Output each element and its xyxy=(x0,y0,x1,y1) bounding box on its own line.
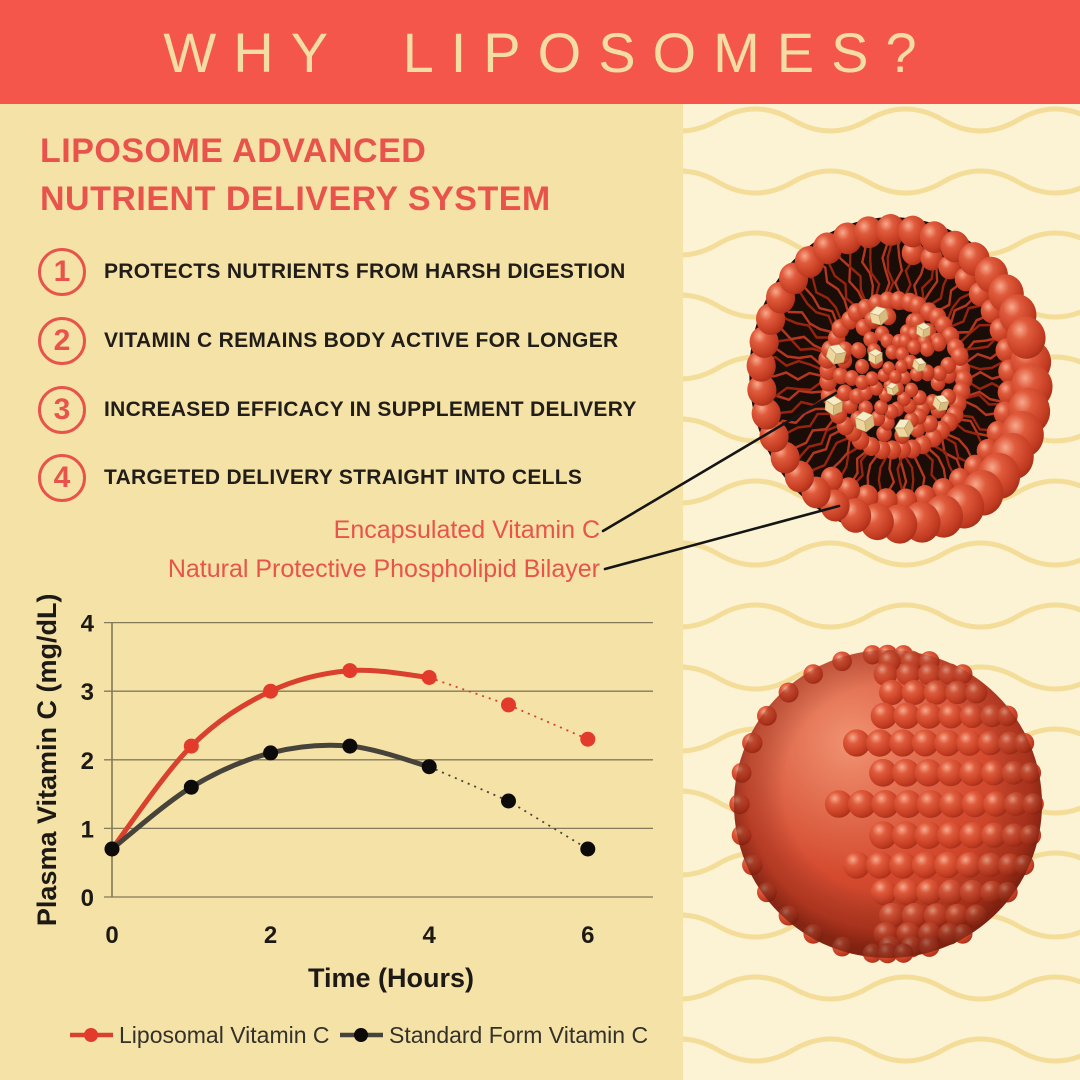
legend-label: Liposomal Vitamin C xyxy=(119,1022,330,1048)
data-point xyxy=(421,670,437,685)
svg-text:0: 0 xyxy=(81,885,94,912)
data-point xyxy=(580,841,596,857)
data-point xyxy=(580,731,596,747)
section-title: LIPOSOME ADVANCED NUTRIENT DELIVERY SYST… xyxy=(40,127,551,223)
benefit-item-3: 3 INCREASED EFFICACY IN SUPPLEMENT DELIV… xyxy=(38,386,678,434)
benefit-item-1: 1 PROTECTS NUTRIENTS FROM HARSH DIGESTIO… xyxy=(38,248,678,296)
data-point xyxy=(183,779,199,795)
svg-text:6: 6 xyxy=(581,922,594,949)
benefit-text: TARGETED DELIVERY STRAIGHT INTO CELLS xyxy=(104,466,583,489)
plasma-vitamin-c-chart: 0 1 2 3 4 0 2 4 6 Time (Hours) Plasma Vitamin C (m… xyxy=(32,595,653,1048)
benefit-item-4: 4 TARGETED DELIVERY STRAIGHT INTO CELLS xyxy=(38,454,678,502)
benefit-text: PROTECTS NUTRIENTS FROM HARSH DIGESTION xyxy=(104,260,626,283)
left-panel xyxy=(0,104,683,1080)
data-point xyxy=(183,738,199,754)
data-point xyxy=(263,683,279,699)
svg-text:3: 3 xyxy=(81,679,94,706)
section-title-line-2: NUTRIENT DELIVERY SYSTEM xyxy=(40,180,551,218)
svg-text:1: 1 xyxy=(81,816,94,843)
data-point xyxy=(342,663,358,679)
benefit-item-2: 2 VITAMIN C REMAINS BODY ACTIVE FOR LONG… xyxy=(38,317,678,365)
data-point xyxy=(263,745,279,761)
data-point xyxy=(421,759,437,775)
data-point xyxy=(342,738,358,754)
page-title: WHY LIPOSOMES? xyxy=(163,20,934,84)
data-point xyxy=(104,841,120,857)
vitamin-c-cubes xyxy=(824,305,950,438)
svg-text:0: 0 xyxy=(105,922,118,949)
benefit-number-badge: 4 xyxy=(38,454,86,502)
series-standard-form-vitamin-c xyxy=(104,738,596,857)
svg-text:4: 4 xyxy=(81,611,95,638)
section-title-line-1: LIPOSOME ADVANCED xyxy=(40,132,427,170)
svg-text:2: 2 xyxy=(81,748,94,775)
liposome-sphere xyxy=(729,644,1044,964)
chart-tick-labels: 0 1 2 3 4 0 2 4 6 xyxy=(81,611,595,949)
x-axis-title: Time (Hours) xyxy=(308,963,474,993)
data-point xyxy=(501,793,516,809)
benefit-text: VITAMIN C REMAINS BODY ACTIVE FOR LONGER xyxy=(104,329,619,352)
liposome-cross-section xyxy=(746,214,1053,544)
right-panel-illustrations xyxy=(683,106,1080,1064)
data-point xyxy=(501,697,516,713)
y-axis-title: Plasma Vitamin C (mg/dL) xyxy=(32,595,62,926)
svg-text:2: 2 xyxy=(264,922,277,949)
benefit-number-badge: 3 xyxy=(38,386,86,434)
svg-text:4: 4 xyxy=(423,922,437,949)
chart-legend: Liposomal Vitamin C Standard Form Vitamin… xyxy=(70,1022,648,1048)
callout-phospholipid-bilayer: Natural Protective Phospholipid Bilayer xyxy=(167,555,600,583)
chart-gridlines xyxy=(104,621,653,898)
legend-label: Standard Form Vitamin C xyxy=(389,1022,648,1048)
benefit-number-badge: 1 xyxy=(38,248,86,296)
callout-encapsulated-vitamin-c: Encapsulated Vitamin C xyxy=(333,516,600,544)
benefit-number-badge: 2 xyxy=(38,317,86,365)
header-banner: WHY LIPOSOMES? xyxy=(0,0,1080,104)
benefit-text: INCREASED EFFICACY IN SUPPLEMENT DELIVER… xyxy=(104,398,637,421)
